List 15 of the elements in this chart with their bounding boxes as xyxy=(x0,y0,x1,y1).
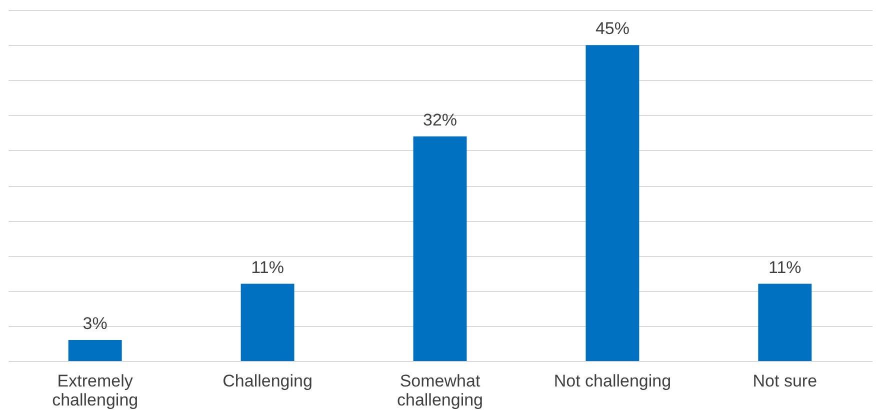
bar xyxy=(413,136,467,361)
bar xyxy=(240,284,294,361)
x-tick-label: Extremely challenging xyxy=(52,372,138,410)
data-label: 11% xyxy=(251,258,284,277)
x-tick-label: Somewhat challenging xyxy=(396,372,484,410)
bar xyxy=(758,284,812,361)
data-label: 3% xyxy=(82,314,108,333)
x-tick-label: Not sure xyxy=(752,372,818,390)
data-label: 32% xyxy=(422,110,458,130)
bar xyxy=(586,45,640,361)
bar xyxy=(68,340,122,361)
x-tick-label: Challenging xyxy=(222,372,312,390)
data-label: 11% xyxy=(768,258,802,277)
x-tick-label: Not challenging xyxy=(554,372,672,390)
data-label: 45% xyxy=(595,19,630,38)
